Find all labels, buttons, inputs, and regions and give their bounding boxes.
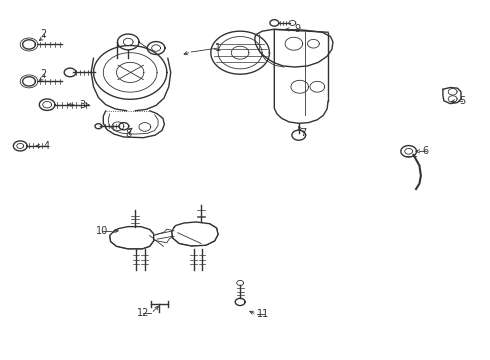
Text: 3: 3 (80, 100, 86, 110)
Text: 10: 10 (96, 226, 108, 236)
Text: 11: 11 (257, 310, 270, 319)
Text: 7: 7 (300, 128, 307, 138)
Text: 9: 9 (294, 24, 301, 35)
Text: 2: 2 (41, 69, 47, 79)
Text: 4: 4 (44, 141, 50, 151)
Text: 6: 6 (423, 146, 429, 156)
Text: 1: 1 (215, 43, 221, 53)
Text: 8: 8 (125, 129, 132, 139)
Text: 12: 12 (137, 309, 149, 318)
Text: 5: 5 (459, 96, 466, 106)
Text: 2: 2 (41, 29, 47, 39)
